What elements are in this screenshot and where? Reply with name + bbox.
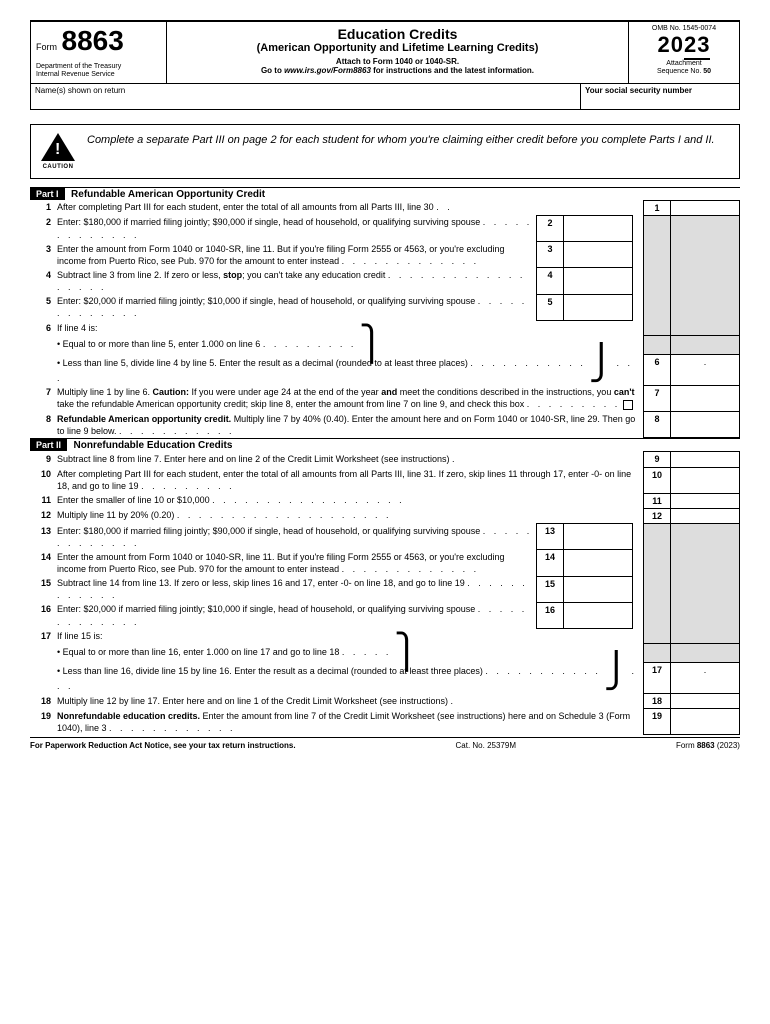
- line-9-value[interactable]: [671, 452, 740, 467]
- ssn-field[interactable]: Your social security number: [581, 84, 739, 109]
- department: Department of the TreasuryInternal Reven…: [36, 63, 161, 80]
- attachment-label: Attachment: [634, 60, 734, 67]
- line-16: Enter: $20,000 if married filing jointly…: [57, 604, 475, 614]
- part2-label: Part II: [30, 439, 67, 451]
- line-15: Subtract line 14 from line 13. If zero o…: [57, 578, 465, 588]
- caution-icon: CAUTION: [39, 133, 77, 170]
- url-note: Go to www.irs.gov/Form8863 for instructi…: [173, 66, 622, 75]
- line-6: If line 4 is:: [57, 323, 98, 333]
- part2-title: Nonrefundable Education Credits: [74, 440, 233, 451]
- tax-year: 2023: [634, 32, 734, 60]
- line-10-value[interactable]: [671, 467, 740, 493]
- line-12-value[interactable]: [671, 508, 740, 523]
- line-13-value[interactable]: [564, 524, 633, 550]
- part1-title: Refundable American Opportunity Credit: [71, 189, 265, 200]
- line-7-value[interactable]: [671, 385, 740, 411]
- line-11-value[interactable]: [671, 493, 740, 508]
- line-12: Multiply line 11 by 20% (0.20): [57, 510, 174, 520]
- catalog-number: Cat. No. 25379M: [456, 741, 516, 750]
- line-11: Enter the smaller of line 10 or $10,000: [57, 495, 210, 505]
- omb-number: OMB No. 1545-0074: [634, 25, 734, 32]
- line-6b: • Less than line 5, divide line 4 by lin…: [57, 358, 468, 368]
- line-18: Multiply line 12 by line 17. Enter here …: [57, 696, 448, 706]
- part2-table: 9Subtract line 8 from line 7. Enter here…: [30, 451, 740, 735]
- name-field[interactable]: Name(s) shown on return: [31, 84, 581, 109]
- form-footer: Form 8863 (2023): [676, 741, 740, 750]
- caution-box: CAUTION Complete a separate Part III on …: [30, 124, 740, 179]
- line-19-value[interactable]: [671, 709, 740, 735]
- line-17a: • Equal to or more than line 16, enter 1…: [57, 647, 339, 657]
- line-3-value[interactable]: [564, 242, 633, 268]
- line-17b: • Less than line 16, divide line 15 by l…: [57, 666, 483, 676]
- line-17: If line 15 is:: [57, 631, 103, 641]
- line-5: Enter: $20,000 if married filing jointly…: [57, 296, 475, 306]
- line-7-checkbox[interactable]: [623, 400, 633, 410]
- line-13: Enter: $180,000 if married filing jointl…: [57, 526, 480, 536]
- line-18-value[interactable]: [671, 694, 740, 709]
- footer: For Paperwork Reduction Act Notice, see …: [30, 737, 740, 750]
- form-label: Form: [36, 42, 57, 52]
- form-subtitle: (American Opportunity and Lifetime Learn…: [173, 42, 622, 54]
- line-16-value[interactable]: [564, 602, 633, 628]
- part1-table: 1After completing Part III for each stud…: [30, 200, 740, 439]
- line-1: After completing Part III for each stude…: [57, 202, 434, 212]
- pra-notice: For Paperwork Reduction Act Notice, see …: [30, 741, 296, 750]
- sequence-number: Sequence No. 50: [634, 68, 734, 75]
- line-15-value[interactable]: [564, 576, 633, 602]
- line-1-value[interactable]: [671, 200, 740, 215]
- line-4-value[interactable]: [564, 268, 633, 294]
- attach-note: Attach to Form 1040 or 1040-SR.: [173, 57, 622, 66]
- line-2-value[interactable]: [564, 215, 633, 241]
- line-17-value[interactable]: .: [671, 662, 740, 693]
- caution-text: Complete a separate Part III on page 2 f…: [87, 133, 715, 147]
- form-number: 8863: [62, 25, 124, 57]
- line-6a: • Equal to or more than line 5, enter 1.…: [57, 339, 260, 349]
- line-8-value[interactable]: [671, 412, 740, 438]
- form-title: Education Credits: [173, 26, 622, 42]
- line-6-value[interactable]: .: [671, 354, 740, 385]
- form-header: Form 8863 Department of the TreasuryInte…: [30, 20, 740, 84]
- part1-label: Part I: [30, 188, 65, 200]
- line-14-value[interactable]: [564, 550, 633, 576]
- line-5-value[interactable]: [564, 294, 633, 320]
- line-2: Enter: $180,000 if married filing jointl…: [57, 217, 480, 227]
- line-9: Subtract line 8 from line 7. Enter here …: [57, 454, 450, 464]
